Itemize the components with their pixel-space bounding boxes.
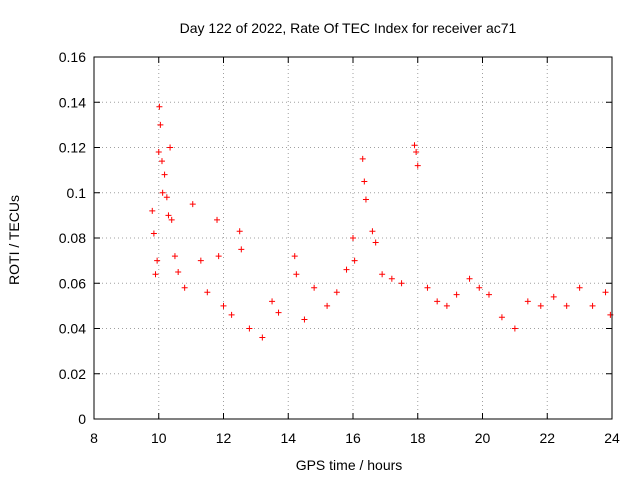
x-tick-label: 22: [539, 430, 555, 446]
data-point: [311, 284, 318, 291]
y-tick-label: 0.08: [59, 230, 86, 246]
data-point: [293, 271, 300, 278]
y-tick-label: 0: [78, 411, 86, 427]
data-point: [156, 103, 163, 110]
data-point: [259, 334, 266, 341]
x-tick-label: 14: [280, 430, 296, 446]
data-point: [524, 298, 531, 305]
data-point: [171, 253, 178, 260]
y-tick-label: 0.14: [59, 94, 86, 110]
y-tick-label: 0.02: [59, 366, 86, 382]
x-tick-label: 20: [475, 430, 491, 446]
x-tick-label: 18: [410, 430, 426, 446]
x-tick-label: 24: [604, 430, 620, 446]
data-point: [161, 171, 168, 178]
data-point: [453, 291, 460, 298]
data-point: [511, 325, 518, 332]
data-point: [301, 316, 308, 323]
data-point: [155, 149, 162, 156]
data-point: [175, 268, 182, 275]
x-tick-label: 10: [151, 430, 167, 446]
data-point: [350, 235, 356, 241]
data-point: [152, 271, 159, 278]
y-tick-label: 0.04: [59, 321, 86, 337]
x-tick-label: 16: [345, 430, 361, 446]
data-point: [351, 257, 358, 264]
chart-title: Day 122 of 2022, Rate Of TEC Index for r…: [180, 20, 517, 36]
data-point: [379, 271, 386, 278]
data-point: [204, 289, 211, 296]
data-point: [163, 194, 170, 201]
data-point: [214, 216, 221, 223]
data-point: [362, 196, 369, 203]
data-point: [238, 246, 245, 253]
y-tick-label: 0.06: [59, 275, 86, 291]
y-tick-label: 0.1: [67, 185, 87, 201]
data-point: [343, 266, 350, 273]
data-point: [466, 275, 473, 282]
data-point: [275, 309, 282, 316]
data-point: [149, 207, 156, 214]
data-point: [388, 275, 395, 282]
data-point: [576, 284, 583, 291]
data-point: [220, 302, 227, 309]
data-point: [168, 216, 175, 223]
data-point: [165, 212, 172, 219]
data-point: [154, 257, 161, 264]
data-point: [398, 280, 405, 287]
data-point: [485, 291, 492, 298]
plot-frame: [93, 56, 613, 420]
data-point: [369, 228, 376, 235]
data-point: [236, 228, 243, 235]
data-point: [434, 298, 441, 305]
data-point: [424, 284, 431, 291]
data-point: [550, 293, 557, 300]
data-point: [158, 158, 165, 165]
data-point: [372, 239, 379, 246]
data-point: [167, 144, 174, 151]
data-point: [197, 257, 204, 264]
data-point: [361, 178, 368, 185]
data-point: [589, 302, 596, 309]
data-point: [269, 298, 276, 305]
y-tick-label: 0.12: [59, 140, 86, 156]
data-point: [443, 302, 450, 309]
data-point: [563, 302, 570, 309]
data-point: [246, 325, 253, 332]
data-point: [414, 162, 421, 169]
data-point: [413, 149, 420, 156]
data-point: [476, 284, 483, 291]
data-point: [411, 142, 418, 149]
data-point: [215, 253, 222, 260]
y-tick-label: 0.16: [59, 49, 86, 65]
data-point: [359, 155, 366, 162]
data-point: [159, 189, 166, 196]
ticks: 8 10 12 14 16 18 20 22 24 0 0.02 0.04 0.06 0.08 0.1 0.1…: [59, 49, 620, 446]
data-point: [189, 201, 196, 208]
data-point: [228, 311, 235, 318]
x-tick-label: 12: [216, 430, 232, 446]
data-point: [498, 314, 505, 321]
data-point: [291, 253, 298, 260]
data-points: [149, 103, 614, 341]
data-point: [181, 284, 188, 291]
data-point: [537, 302, 544, 309]
x-tick-label: 8: [90, 430, 98, 446]
data-point: [324, 302, 331, 309]
y-axis-label: ROTI / TECUs: [6, 195, 22, 285]
data-point: [157, 121, 164, 128]
data-point: [150, 230, 157, 237]
data-point: [602, 289, 609, 296]
x-axis-label: GPS time / hours: [296, 457, 403, 473]
data-point: [333, 289, 340, 296]
